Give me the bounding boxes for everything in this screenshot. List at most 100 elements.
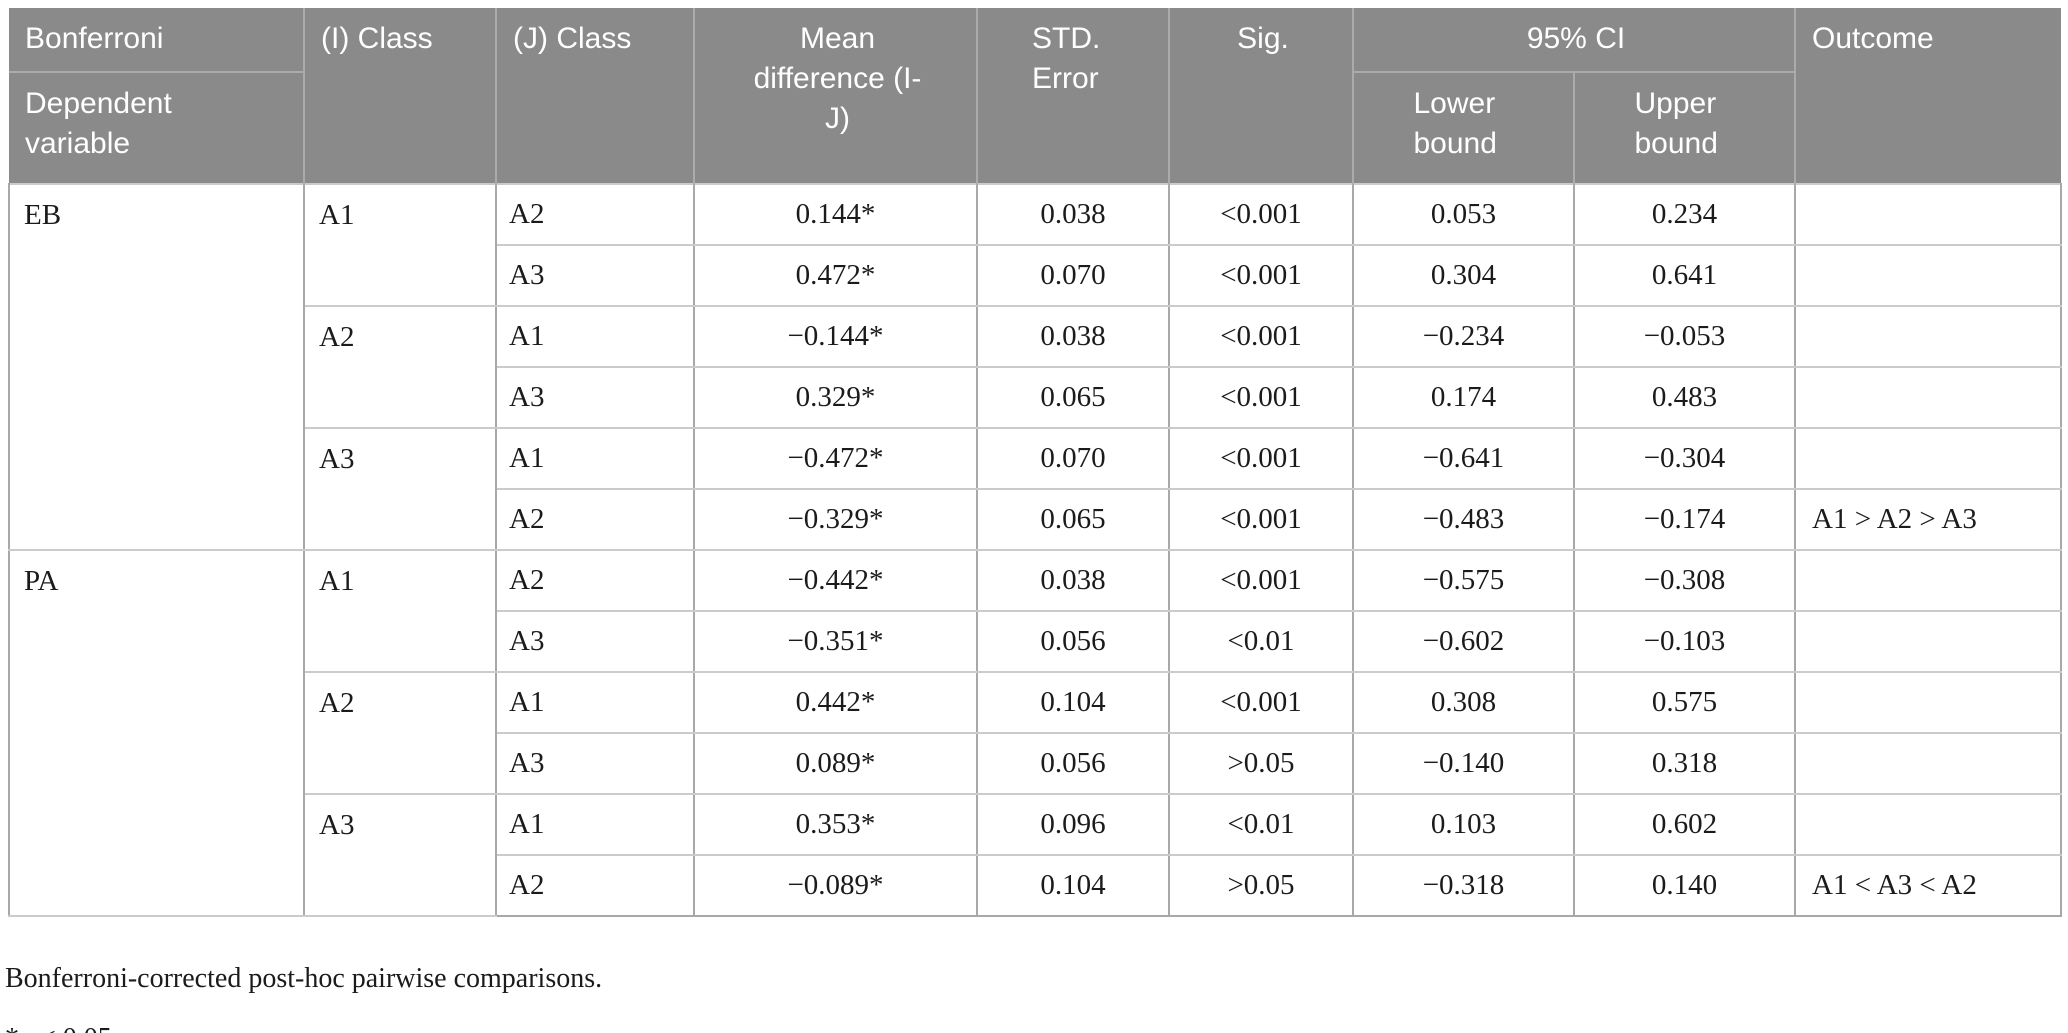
outcome-cell bbox=[1794, 305, 2063, 368]
mean-diff-cell: −0.442* bbox=[693, 549, 978, 612]
outcome-cell bbox=[1794, 671, 2063, 734]
upper-bound-cell: 0.234 bbox=[1572, 183, 1797, 246]
i-class-cell: A1 bbox=[303, 549, 497, 673]
bonferroni-comparisons-table: Bonferroni (I) Class (J) Class Mean diff… bbox=[8, 8, 2063, 917]
outcome-cell: A1 < A3 < A2 bbox=[1794, 854, 2063, 917]
significance-footnote: *p < 0.05. bbox=[5, 1022, 119, 1033]
dependent-variable-cell: PA bbox=[8, 549, 305, 917]
std-error-cell: 0.038 bbox=[976, 183, 1170, 246]
mean-diff-cell: −0.144* bbox=[693, 305, 978, 368]
p-symbol: p bbox=[19, 1023, 33, 1033]
std-error-cell: 0.104 bbox=[976, 854, 1170, 917]
table-row: PA A1 A2 −0.442* 0.038 <0.001 −0.575 −0.… bbox=[8, 549, 2063, 917]
sig-cell: <0.001 bbox=[1168, 671, 1354, 734]
upper-bound-cell: −0.308 bbox=[1572, 549, 1797, 612]
sig-cell: <0.001 bbox=[1168, 244, 1354, 307]
header-upper-bound: Upper bound bbox=[1572, 72, 1796, 184]
j-class-cell: A3 bbox=[495, 610, 695, 673]
sig-cell: <0.01 bbox=[1168, 793, 1354, 856]
j-class-cell: A2 bbox=[495, 488, 695, 551]
lower-bound-cell: −0.602 bbox=[1352, 610, 1575, 673]
table-row: A2 A1 −0.144* 0.038 <0.001 −0.234 −0.053 bbox=[9, 305, 2063, 429]
sig-cell: <0.001 bbox=[1168, 427, 1354, 490]
i-class-cell: A3 bbox=[303, 793, 497, 917]
sig-cell: <0.001 bbox=[1168, 488, 1354, 551]
outcome-cell bbox=[1794, 366, 2063, 429]
table-row: EB A1 A2 0.144* 0.038 <0.001 0.053 0.234 bbox=[8, 183, 2063, 551]
mean-diff-cell: 0.144* bbox=[693, 183, 978, 246]
std-error-cell: 0.056 bbox=[976, 610, 1170, 673]
outcome-cell: A1 > A2 > A3 bbox=[1794, 488, 2063, 551]
std-error-cell: 0.056 bbox=[976, 732, 1170, 795]
std-error-cell: 0.065 bbox=[976, 488, 1170, 551]
dependent-variable-cell: EB bbox=[8, 183, 305, 551]
p-threshold-text: < 0.05. bbox=[33, 1023, 119, 1033]
std-error-cell: 0.065 bbox=[976, 366, 1170, 429]
mean-diff-cell: −0.472* bbox=[693, 427, 978, 490]
lower-bound-cell: −0.140 bbox=[1352, 732, 1575, 795]
lower-bound-cell: 0.053 bbox=[1352, 183, 1575, 246]
std-error-cell: 0.096 bbox=[976, 793, 1170, 856]
table-row: A3 A1 −0.472* 0.070 <0.001 −0.641 −0.304 bbox=[9, 427, 2063, 551]
i-class-cell: A2 bbox=[303, 305, 497, 429]
header-mean-difference: Mean difference (I-J) bbox=[693, 8, 977, 184]
header-std-error-label: STD. Error bbox=[1032, 22, 1101, 95]
upper-bound-cell: −0.053 bbox=[1572, 305, 1797, 368]
lower-bound-cell: −0.641 bbox=[1352, 427, 1575, 490]
header-row-top: Bonferroni (I) Class (J) Class Mean diff… bbox=[9, 8, 2062, 184]
table-row: A3 0.089* 0.056 >0.05 −0.140 0.318 bbox=[9, 732, 2063, 795]
lower-bound-cell: 0.103 bbox=[1352, 793, 1575, 856]
j-class-cell: A2 bbox=[495, 549, 695, 612]
mean-diff-cell: −0.089* bbox=[693, 854, 978, 917]
j-class-cell: A2 bbox=[495, 183, 695, 246]
asterisk-symbol: * bbox=[5, 1023, 19, 1033]
j-class-cell: A1 bbox=[495, 793, 695, 856]
outcome-cell bbox=[1794, 793, 2063, 856]
lower-bound-cell: 0.174 bbox=[1352, 366, 1575, 429]
header-row-bottom: Dependent variable Lower bound Upper bou… bbox=[9, 72, 2061, 184]
table-row: A3 A1 0.353* 0.096 <0.01 0.103 0.602 bbox=[9, 793, 2063, 917]
std-error-cell: 0.038 bbox=[976, 549, 1170, 612]
upper-bound-cell: −0.103 bbox=[1572, 610, 1797, 673]
mean-diff-cell: −0.351* bbox=[693, 610, 978, 673]
std-error-cell: 0.070 bbox=[976, 427, 1170, 490]
upper-bound-cell: −0.174 bbox=[1572, 488, 1797, 551]
table-body: EB A1 A2 0.144* 0.038 <0.001 0.053 0.234… bbox=[8, 183, 2063, 917]
std-error-cell: 0.104 bbox=[976, 671, 1170, 734]
upper-bound-cell: 0.140 bbox=[1572, 854, 1797, 917]
sig-cell: <0.001 bbox=[1168, 549, 1354, 612]
header-std-error: STD. Error bbox=[976, 8, 1169, 184]
header-bonferroni: Bonferroni bbox=[9, 8, 304, 73]
outcome-cell bbox=[1794, 732, 2063, 795]
header-mean-difference-label: Mean difference (I-J) bbox=[753, 22, 922, 135]
table-row: A2 A1 0.442* 0.104 <0.001 0.308 0.575 bbox=[9, 671, 2063, 795]
table-header: Bonferroni (I) Class (J) Class Mean diff… bbox=[9, 8, 2062, 184]
i-class-cell: A1 bbox=[303, 183, 497, 307]
lower-bound-cell: −0.575 bbox=[1352, 549, 1575, 612]
sig-cell: <0.001 bbox=[1168, 366, 1354, 429]
outcome-cell bbox=[1794, 244, 2063, 307]
std-error-cell: 0.038 bbox=[976, 305, 1170, 368]
sig-cell: >0.05 bbox=[1168, 732, 1354, 795]
lower-bound-cell: 0.308 bbox=[1352, 671, 1575, 734]
mean-diff-cell: 0.472* bbox=[693, 244, 978, 307]
lower-bound-cell: −0.318 bbox=[1352, 854, 1575, 917]
i-class-cell: A3 bbox=[303, 427, 497, 551]
header-outcome: Outcome bbox=[1794, 8, 2062, 184]
header-95-ci: 95% CI bbox=[1351, 8, 1796, 73]
i-class-cell: A2 bbox=[303, 671, 497, 795]
mean-diff-cell: 0.442* bbox=[693, 671, 978, 734]
header-dependent-variable-label: Dependent variable bbox=[25, 87, 172, 160]
sig-cell: <0.001 bbox=[1168, 305, 1354, 368]
j-class-cell: A3 bbox=[495, 244, 695, 307]
header-sig: Sig. bbox=[1168, 8, 1353, 184]
table-row: A2 −0.089* 0.104 >0.05 −0.318 0.140 A1 <… bbox=[9, 854, 2063, 917]
j-class-cell: A2 bbox=[495, 854, 695, 917]
upper-bound-cell: 0.318 bbox=[1572, 732, 1797, 795]
header-i-class: (I) Class bbox=[303, 8, 496, 184]
mean-diff-cell: −0.329* bbox=[693, 488, 978, 551]
lower-bound-cell: −0.234 bbox=[1352, 305, 1575, 368]
j-class-cell: A3 bbox=[495, 366, 695, 429]
table-row: A3 0.472* 0.070 <0.001 0.304 0.641 bbox=[9, 244, 2063, 307]
